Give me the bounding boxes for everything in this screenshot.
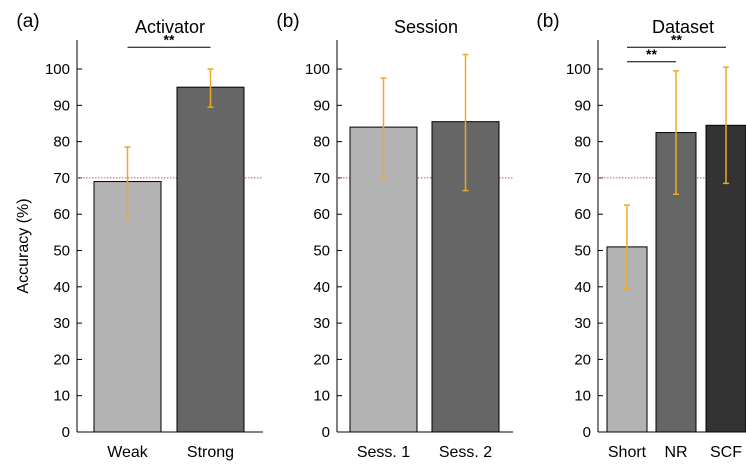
y-tick-label: 10 [313,388,330,405]
y-tick-label: 30 [574,315,591,332]
y-tick-label: 80 [53,134,70,151]
y-tick-label: 50 [313,243,330,260]
y-tick-label: 100 [305,61,330,78]
y-tick-label: 60 [53,206,70,223]
y-tick-label: 20 [53,351,70,368]
chart-panel-2: (b) Session 0 10 20 30 40 50 60 70 80 90 100 Sess. 1 S… [276,11,513,461]
bar-weak [93,181,162,433]
x-category-label: Sess. 1 [357,444,410,461]
chart-panel-3: (b) Dataset 0 10 20 30 40 50 60 70 80 90 100 Short NR S… [536,11,746,461]
y-tick-label: 90 [53,97,70,114]
chart-panel-1: (a) Activator 0 10 20 30 40 50 60 70 80 90 100 Accura… [15,11,263,461]
significance-label: ** [164,31,175,47]
panel-letter: (b) [276,11,299,32]
y-tick-label: 70 [313,170,330,187]
y-tick-label: 70 [574,170,591,187]
y-tick-label: 40 [574,279,591,296]
y-tick-label: 80 [313,134,330,151]
y-tick-label: 70 [53,170,70,187]
y-tick-label: 60 [574,206,591,223]
x-category-label: NR [664,444,687,461]
x-category-label: Sess. 2 [439,444,492,461]
y-tick-label: 80 [574,134,591,151]
x-category-label: SCF [710,444,742,461]
y-tick-label: 0 [62,424,70,441]
y-tick-label: 30 [53,315,70,332]
y-tick-label: 50 [53,243,70,260]
x-category-label: Weak [107,444,149,461]
y-tick-label: 20 [313,351,330,368]
y-tick-label: 0 [583,424,591,441]
panel-title: Session [394,17,458,37]
significance-label: ** [646,46,657,62]
y-tick-label: 20 [574,351,591,368]
y-tick-label: 60 [313,206,330,223]
panel-letter: (a) [16,11,39,32]
y-tick-label: 100 [45,61,70,78]
significance-label: ** [671,31,682,47]
y-tick-label: 30 [313,315,330,332]
y-axis-label: Accuracy (%) [15,198,32,293]
panel-title: Dataset [652,17,714,37]
y-tick-label: 10 [574,388,591,405]
y-tick-label: 40 [53,279,70,296]
y-tick-label: 0 [322,424,330,441]
panel-letter: (b) [536,11,559,32]
panel-title: Activator [135,17,205,37]
y-tick-label: 50 [574,243,591,260]
y-tick-label: 100 [566,61,591,78]
bar-strong [176,86,245,433]
x-category-label: Short [608,444,647,461]
y-tick-label: 90 [574,97,591,114]
x-category-label: Strong [187,444,234,461]
y-tick-label: 90 [313,97,330,114]
y-tick-label: 10 [53,388,70,405]
y-tick-label: 40 [313,279,330,296]
